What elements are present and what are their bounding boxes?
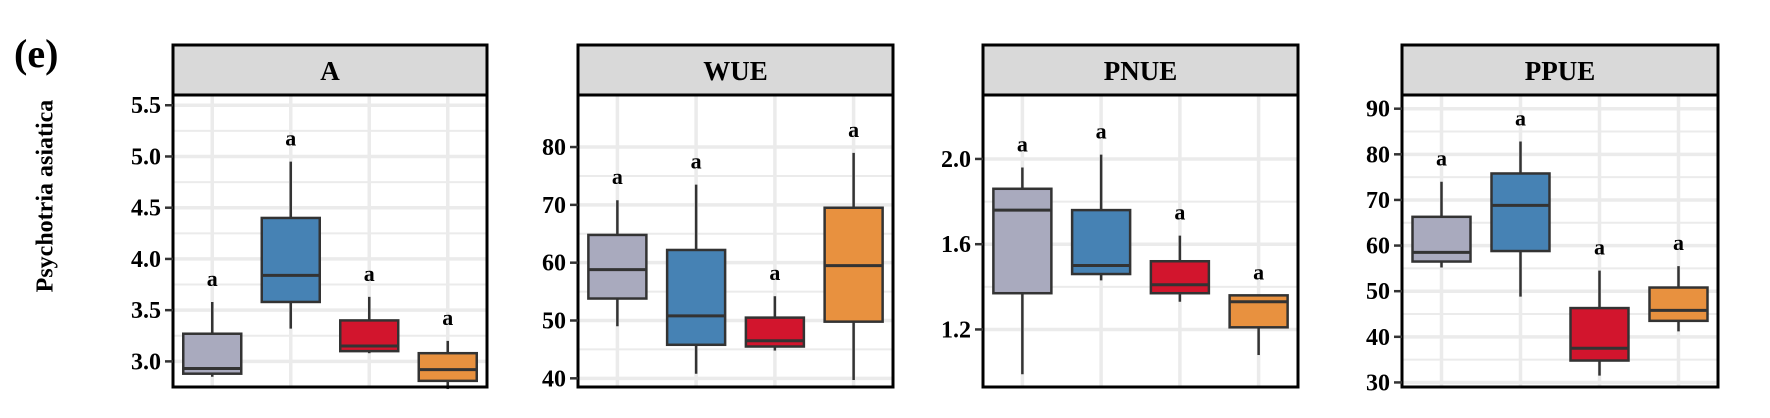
significance-letter: a <box>285 126 296 151</box>
box-body <box>587 233 648 300</box>
box-body <box>1070 208 1132 276</box>
significance-letter: a <box>1594 235 1605 260</box>
box-blue: a <box>1070 119 1132 281</box>
y-tick-label: 40 <box>542 366 566 392</box>
significance-letter: a <box>1436 146 1447 171</box>
y-tick-label: 3.5 <box>131 298 161 324</box>
box-body <box>1149 259 1211 295</box>
box-orange: a <box>417 305 478 390</box>
box-blue: a <box>1490 106 1551 297</box>
facet-strip <box>1400 43 1720 97</box>
box-body <box>992 187 1053 295</box>
y-tick-label: 1.6 <box>941 232 971 258</box>
facet-title: PNUE <box>1104 56 1178 86</box>
box-red: a <box>1149 200 1211 302</box>
box-orange: a <box>823 117 884 381</box>
facet-title: PPUE <box>1525 56 1596 86</box>
significance-letter: a <box>1515 106 1526 131</box>
facet-title: WUE <box>703 56 768 86</box>
y-tick-label: 60 <box>1366 234 1390 260</box>
box-red: a <box>1569 235 1630 376</box>
significance-letter: a <box>442 305 453 330</box>
facet-strip <box>171 43 489 97</box>
panel-label: (e) <box>14 31 59 76</box>
box-blue: a <box>665 149 727 374</box>
box-body <box>1228 294 1289 329</box>
y-tick-label: 70 <box>542 193 566 219</box>
box-orange: a <box>1648 230 1709 332</box>
box-grey: a <box>182 266 243 377</box>
panel-wue: a a a a WUE 40 50 60 70 80 <box>542 43 895 392</box>
significance-letter: a <box>612 164 623 189</box>
box-grey: a <box>587 164 648 327</box>
y-tick-label: 30 <box>1366 370 1390 396</box>
box-red: a <box>339 261 400 354</box>
box-blue: a <box>260 126 321 329</box>
y-tick-label: 3.0 <box>131 349 161 375</box>
panel-a: a a a a A 3.0 3.5 4.0 4.5 5.0 5.5 <box>131 43 489 390</box>
significance-letter: a <box>769 260 780 285</box>
significance-letter: a <box>364 261 375 286</box>
box-grey: a <box>992 131 1053 375</box>
box-orange: a <box>1228 259 1289 356</box>
significance-letter: a <box>848 117 859 142</box>
significance-letter: a <box>1017 131 1028 156</box>
y-tick-label: 40 <box>1366 325 1390 351</box>
box-body <box>1569 306 1630 362</box>
y-tick-label: 90 <box>1366 97 1390 123</box>
y-tick-label: 1.2 <box>941 317 971 343</box>
y-tick-label: 70 <box>1366 188 1390 214</box>
box-body <box>1648 286 1709 323</box>
facet-strip <box>981 43 1300 97</box>
box-body <box>260 216 321 304</box>
significance-letter: a <box>207 266 218 291</box>
significance-letter: a <box>1673 230 1684 255</box>
box-body <box>417 351 478 383</box>
significance-letter: a <box>1253 259 1264 284</box>
significance-letter: a <box>691 149 702 174</box>
panel-pnue: a a a a PNUE 1.2 1.6 2.0 <box>941 43 1300 389</box>
box-body <box>182 332 243 375</box>
box-body <box>1411 215 1472 263</box>
box-red: a <box>744 260 806 351</box>
y-tick-label: 5.0 <box>131 144 161 170</box>
y-tick-label: 80 <box>1366 142 1390 168</box>
box-body <box>1490 172 1551 253</box>
box-grey: a <box>1411 146 1472 268</box>
box-body <box>665 248 727 347</box>
y-tick-label: 4.5 <box>131 196 161 222</box>
y-tick-label: 2.0 <box>941 147 971 173</box>
significance-letter: a <box>1096 119 1107 144</box>
y-tick-label: 5.5 <box>131 93 161 119</box>
facet-title: A <box>320 56 340 86</box>
significance-letter: a <box>1174 200 1185 225</box>
y-tick-label: 50 <box>542 309 566 335</box>
y-tick-label: 80 <box>542 135 566 161</box>
y-tick-label: 50 <box>1366 279 1390 305</box>
y-tick-label: 4.0 <box>131 247 161 273</box>
panel-ppue: a a a a PPUE 30 40 50 60 70 80 90 <box>1366 43 1720 396</box>
facet-strip <box>576 43 895 97</box>
y-tick-label: 60 <box>542 251 566 277</box>
